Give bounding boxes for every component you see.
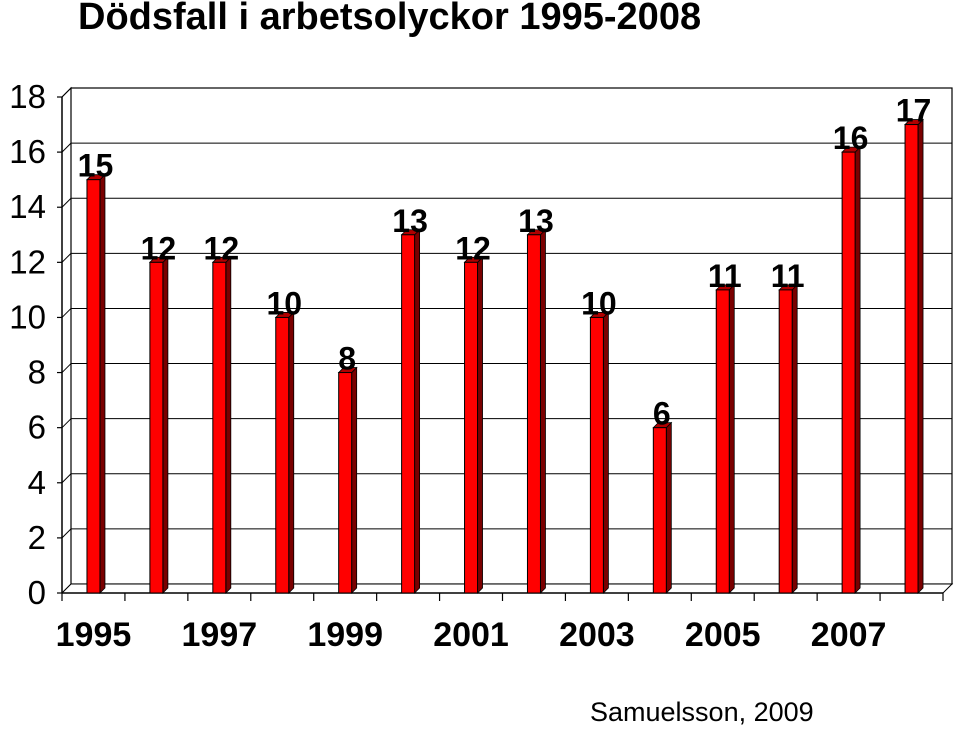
data-label: 12 xyxy=(141,230,177,266)
x-tick-label: 1999 xyxy=(307,616,383,654)
bar xyxy=(778,289,793,594)
y-tick-label: 18 xyxy=(9,78,46,115)
x-tick-label: 2001 xyxy=(433,616,509,654)
bar xyxy=(338,372,353,594)
bar-side xyxy=(854,146,861,594)
data-label: 10 xyxy=(266,285,302,321)
gridline xyxy=(61,197,72,208)
data-label: 8 xyxy=(338,341,356,377)
x-tick-label: 2007 xyxy=(811,616,887,654)
bar-side xyxy=(665,421,672,594)
bar xyxy=(149,261,164,594)
y-tick-label: 14 xyxy=(9,188,46,225)
bar xyxy=(86,179,101,594)
data-label: 16 xyxy=(833,120,869,156)
data-label: 6 xyxy=(653,396,671,432)
bar-side xyxy=(162,256,169,594)
bar-side xyxy=(917,118,924,594)
x-tick-label: 1997 xyxy=(182,616,258,654)
bar xyxy=(715,289,730,594)
gridline xyxy=(61,473,72,484)
source-note: Samuelsson, 2009 xyxy=(590,697,814,727)
bar-side xyxy=(791,283,798,594)
x-tick-label: 2003 xyxy=(559,616,635,654)
bar-side xyxy=(602,311,609,594)
y-tick-label: 4 xyxy=(28,464,46,501)
bar-side xyxy=(540,228,546,594)
bar-side xyxy=(288,311,295,594)
gridline xyxy=(61,87,72,98)
gridline xyxy=(61,142,72,153)
bar xyxy=(904,124,919,594)
data-label: 13 xyxy=(518,203,554,239)
bar-side xyxy=(414,228,421,594)
y-tick-label: 12 xyxy=(9,243,46,280)
data-label: 17 xyxy=(896,93,932,129)
y-tick-label: 8 xyxy=(28,354,46,391)
floor xyxy=(60,583,954,594)
bar xyxy=(275,316,290,594)
bar xyxy=(464,261,479,594)
bar-side xyxy=(99,173,106,594)
bar-side xyxy=(351,366,358,594)
y-tick-label: 6 xyxy=(28,409,46,446)
data-label: 10 xyxy=(581,285,617,321)
data-label: 11 xyxy=(771,258,805,294)
bar-side xyxy=(225,256,232,594)
bar xyxy=(401,234,416,594)
bar-side xyxy=(477,256,483,594)
y-tick-label: 2 xyxy=(28,519,46,556)
data-label: 15 xyxy=(78,148,114,184)
side-wall xyxy=(61,86,72,595)
y-tick-label: 0 xyxy=(28,574,46,611)
gridline xyxy=(61,418,72,429)
gridline xyxy=(61,308,72,318)
bar xyxy=(589,316,604,594)
data-label: 12 xyxy=(455,230,491,266)
bar xyxy=(841,151,856,594)
data-label: 12 xyxy=(204,230,240,266)
gridline xyxy=(61,528,72,539)
back-wall xyxy=(70,87,953,585)
data-label: 11 xyxy=(708,258,742,294)
bar-side xyxy=(728,283,735,594)
bar xyxy=(652,427,667,594)
x-tick-label: 1995 xyxy=(56,616,132,654)
gridline xyxy=(61,363,72,373)
gridline xyxy=(61,252,72,263)
chart-title: Dödsfall i arbetsolyckor 1995-2008 xyxy=(78,0,702,38)
y-tick-label: 16 xyxy=(9,133,46,170)
y-tick-label: 10 xyxy=(9,298,46,335)
bar xyxy=(212,261,227,594)
data-label: 13 xyxy=(392,203,428,239)
bar xyxy=(526,234,541,594)
x-tick-label: 2005 xyxy=(685,616,761,654)
